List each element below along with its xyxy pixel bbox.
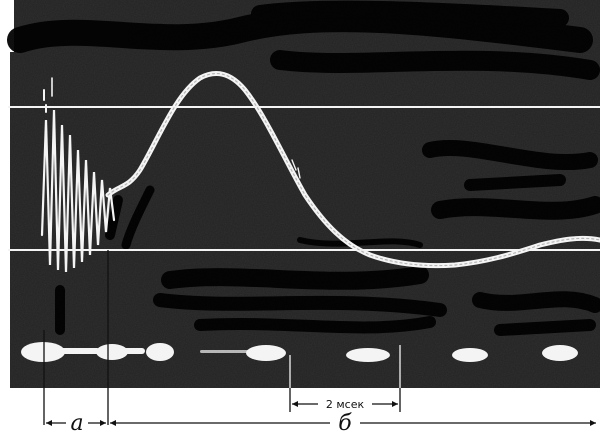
redaction-marks [7, 0, 600, 336]
interval-annotations [43, 250, 596, 426]
time-marker-row [21, 342, 578, 362]
time-scale-label: 2 мсек [326, 398, 365, 411]
interval-b-label: б [338, 411, 352, 432]
interval-a-label: а [70, 411, 83, 432]
time-marker [246, 345, 286, 361]
time-marker [21, 342, 65, 362]
time-marker [346, 348, 390, 362]
time-marker-link [120, 348, 145, 354]
time-marker-link [200, 350, 255, 353]
time-marker [452, 348, 488, 362]
time-marker-link [55, 348, 100, 354]
time-marker [96, 344, 128, 360]
oscillation-burst [40, 77, 116, 273]
time-marker [542, 345, 578, 361]
time-marker [146, 343, 174, 361]
response-trace [105, 71, 600, 269]
calibration-lines [8, 106, 600, 251]
